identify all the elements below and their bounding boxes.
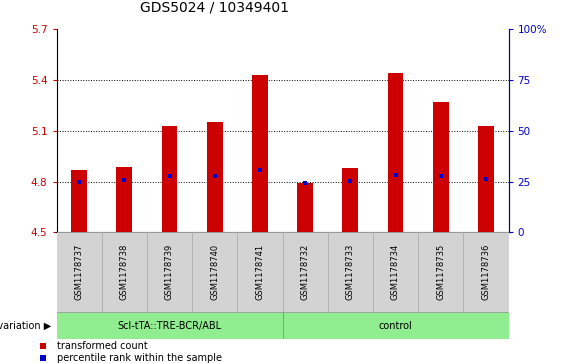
Text: GSM1178739: GSM1178739	[165, 244, 174, 300]
Text: percentile rank within the sample: percentile rank within the sample	[57, 353, 222, 363]
Text: GSM1178738: GSM1178738	[120, 244, 129, 301]
Bar	[147, 232, 192, 312]
Bar	[162, 126, 177, 232]
Text: control: control	[379, 321, 412, 331]
Bar	[478, 126, 494, 232]
Bar	[282, 312, 508, 339]
Bar	[297, 183, 313, 232]
Bar	[388, 73, 403, 232]
Text: GSM1178736: GSM1178736	[481, 244, 490, 301]
Bar	[252, 75, 268, 232]
Text: GSM1178735: GSM1178735	[436, 244, 445, 300]
Bar	[418, 232, 463, 312]
Text: GSM1178734: GSM1178734	[391, 244, 400, 300]
Bar	[207, 122, 223, 232]
Bar	[463, 232, 508, 312]
Text: GSM1178741: GSM1178741	[255, 244, 264, 300]
Bar	[282, 232, 328, 312]
Bar	[71, 171, 87, 232]
Text: transformed count: transformed count	[57, 341, 148, 351]
Text: GSM1178732: GSM1178732	[301, 244, 310, 300]
Bar	[56, 232, 102, 312]
Text: GDS5024 / 10349401: GDS5024 / 10349401	[140, 0, 289, 15]
Bar	[192, 232, 237, 312]
Bar	[328, 232, 373, 312]
Text: GSM1178740: GSM1178740	[210, 244, 219, 300]
Bar	[116, 167, 132, 232]
Text: GSM1178737: GSM1178737	[75, 244, 84, 301]
Text: genotype/variation ▶: genotype/variation ▶	[0, 321, 51, 331]
Text: Scl-tTA::TRE-BCR/ABL: Scl-tTA::TRE-BCR/ABL	[118, 321, 221, 331]
Bar	[342, 168, 358, 232]
Text: GSM1178733: GSM1178733	[346, 244, 355, 301]
Bar	[433, 102, 449, 232]
Bar	[373, 232, 418, 312]
Bar	[237, 232, 282, 312]
Bar	[102, 232, 147, 312]
Bar	[56, 312, 282, 339]
